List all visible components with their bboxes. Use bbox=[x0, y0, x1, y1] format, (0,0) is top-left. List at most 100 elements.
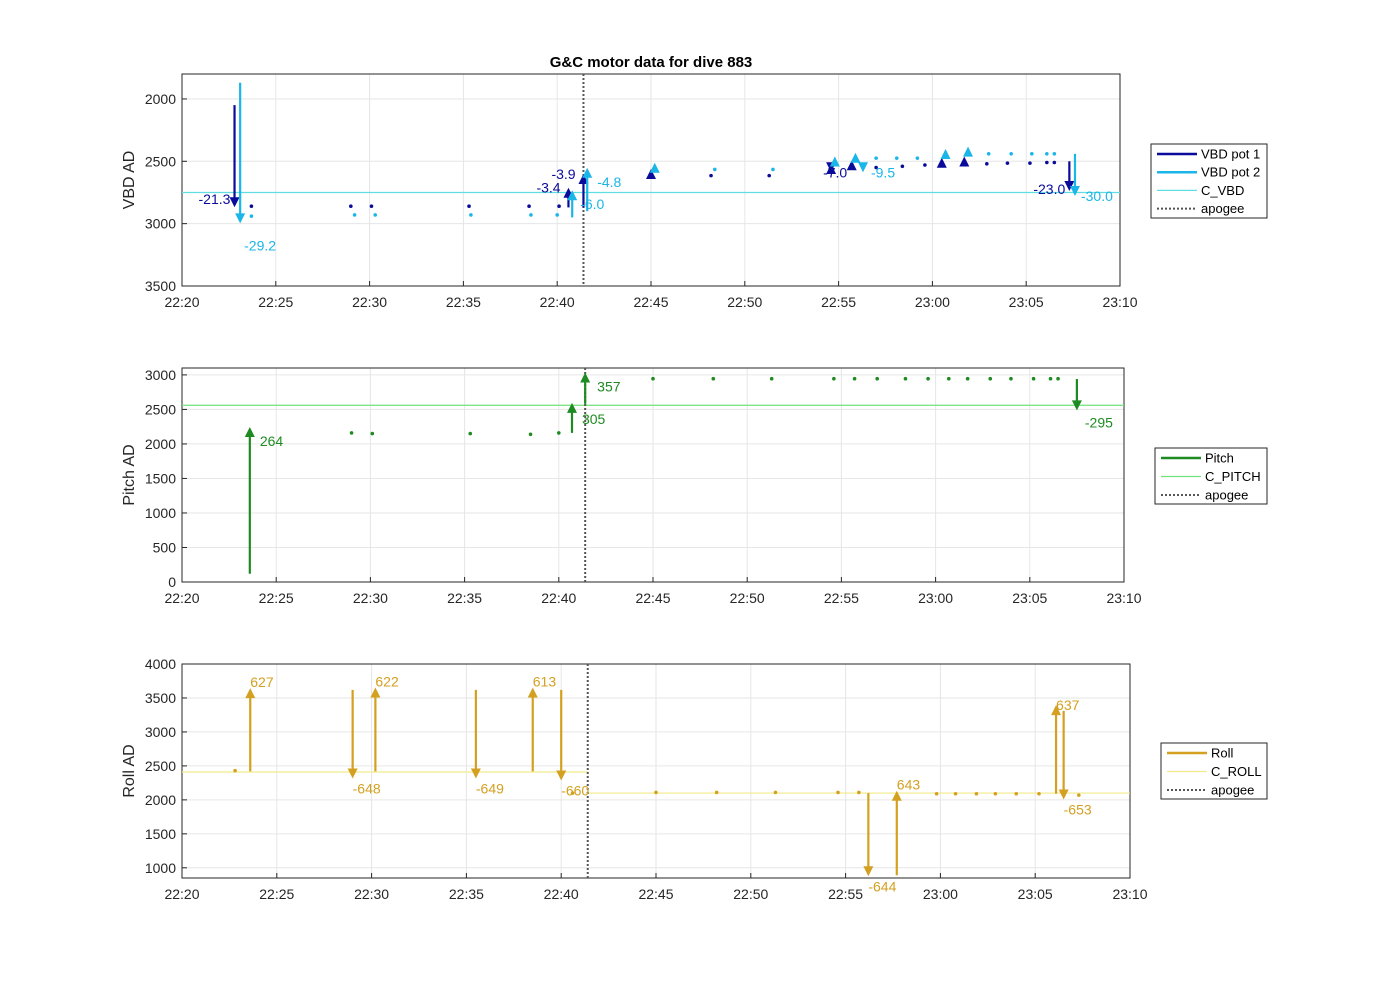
legend-entry: apogee bbox=[1201, 201, 1244, 216]
y-tick-label: 1500 bbox=[145, 470, 176, 486]
data-point bbox=[894, 156, 899, 160]
y-tick-label: 1000 bbox=[145, 505, 176, 521]
data-point bbox=[1028, 161, 1032, 165]
triangle-marker bbox=[846, 160, 857, 171]
move-arrow-head bbox=[582, 167, 593, 178]
move-label: 643 bbox=[897, 777, 921, 793]
y-tick-label: 3000 bbox=[145, 216, 176, 232]
data-point bbox=[985, 161, 989, 166]
data-point bbox=[1077, 793, 1081, 797]
y-tick-label: 3500 bbox=[145, 278, 176, 294]
y-tick-label: 2500 bbox=[145, 153, 176, 169]
y-tick-label: 2500 bbox=[145, 401, 176, 417]
plot-content bbox=[182, 74, 1120, 286]
move-arrow-head bbox=[863, 866, 874, 877]
data-point bbox=[926, 376, 930, 381]
data-point bbox=[469, 213, 473, 217]
move-label: 627 bbox=[250, 674, 274, 690]
move-arrow-head bbox=[566, 402, 577, 413]
y-tick-label: 1500 bbox=[145, 826, 176, 842]
move-arrow-head bbox=[567, 190, 578, 201]
y-tick-label: 3500 bbox=[145, 690, 176, 706]
x-tick-label: 23:05 bbox=[1012, 590, 1047, 606]
legend-entry: Roll bbox=[1211, 746, 1234, 761]
data-point bbox=[900, 164, 905, 169]
move-label: -649 bbox=[476, 780, 504, 796]
x-tick-label: 23:00 bbox=[915, 294, 950, 310]
legend-entry: C_ROLL bbox=[1211, 764, 1262, 779]
data-point bbox=[903, 376, 908, 381]
move-arrow-head bbox=[1064, 180, 1075, 191]
move-arrow-head bbox=[370, 687, 381, 698]
axes-frame bbox=[181, 367, 1125, 583]
triangle-marker bbox=[649, 162, 660, 173]
triangle-marker bbox=[940, 149, 951, 160]
move-label: -3.4 bbox=[536, 180, 560, 196]
data-point bbox=[468, 431, 473, 436]
move-arrow-head bbox=[556, 770, 567, 781]
data-point bbox=[1037, 791, 1041, 796]
triangle-marker bbox=[963, 146, 974, 157]
move-label: -295 bbox=[1085, 414, 1113, 430]
y-tick-label: 2000 bbox=[145, 91, 176, 107]
data-point bbox=[249, 204, 254, 208]
data-point bbox=[370, 431, 375, 436]
data-point bbox=[1009, 152, 1013, 156]
data-point bbox=[557, 204, 561, 208]
roll-panel: 22:20 22:25 22:30 22:35 22:40 22:45 22:50 22:55… bbox=[121, 656, 1268, 902]
x-tick-label: 22:55 bbox=[821, 294, 856, 310]
triangle-marker bbox=[959, 156, 970, 167]
x-tick-label: 23:10 bbox=[1106, 590, 1141, 606]
data-point bbox=[467, 204, 471, 208]
data-point bbox=[349, 431, 354, 435]
y-tick-label: 3000 bbox=[145, 724, 176, 740]
x-tick-label: 22:45 bbox=[633, 294, 668, 310]
y-tick-label: 4000 bbox=[145, 656, 176, 672]
axes-frame bbox=[181, 663, 1131, 879]
move-label: 264 bbox=[260, 433, 284, 449]
move-arrow-head bbox=[857, 162, 868, 173]
data-point bbox=[988, 376, 993, 381]
move-arrow-head bbox=[1058, 789, 1069, 800]
x-tick-label: 22:35 bbox=[449, 886, 484, 902]
legend-entry: VBD pot 1 bbox=[1201, 147, 1260, 162]
move-label: -6.0 bbox=[580, 196, 604, 212]
legend-entry: apogee bbox=[1205, 488, 1248, 503]
y-tick-label: 500 bbox=[153, 539, 177, 555]
x-tick-label: 23:05 bbox=[1009, 294, 1044, 310]
move-label: 613 bbox=[533, 673, 557, 689]
move-arrow-head bbox=[245, 688, 256, 699]
plot-content bbox=[182, 368, 1124, 582]
x-tick-label: 23:05 bbox=[1018, 886, 1053, 902]
data-point bbox=[1045, 160, 1049, 165]
move-label: -21.3 bbox=[199, 191, 231, 207]
data-point bbox=[965, 376, 970, 381]
move-arrow-head bbox=[244, 427, 255, 438]
data-point bbox=[993, 791, 998, 796]
x-tick-label: 23:00 bbox=[918, 590, 953, 606]
data-point bbox=[875, 376, 879, 381]
move-label: 637 bbox=[1056, 697, 1080, 713]
data-point bbox=[767, 173, 771, 178]
x-tick-label: 22:40 bbox=[541, 590, 576, 606]
move-arrow-head bbox=[578, 174, 589, 185]
data-point bbox=[651, 376, 655, 381]
y-axis-label: VBD AD bbox=[121, 151, 138, 210]
move-arrow-head bbox=[229, 197, 240, 208]
data-point bbox=[1052, 152, 1057, 156]
x-tick-label: 22:30 bbox=[354, 886, 389, 902]
data-point bbox=[771, 167, 775, 172]
data-point bbox=[714, 790, 719, 795]
data-point bbox=[953, 791, 958, 796]
data-point bbox=[986, 152, 991, 156]
move-label: -660 bbox=[561, 782, 589, 798]
data-point bbox=[934, 791, 939, 796]
data-point bbox=[349, 204, 353, 208]
move-label: -3.9 bbox=[551, 166, 575, 182]
y-axis-label: Roll AD bbox=[121, 744, 138, 797]
x-tick-label: 22:35 bbox=[447, 590, 482, 606]
move-label: -29.2 bbox=[244, 237, 276, 253]
move-arrow-head bbox=[470, 768, 481, 779]
data-point bbox=[373, 213, 378, 217]
legend-entry: C_VBD bbox=[1201, 183, 1244, 198]
